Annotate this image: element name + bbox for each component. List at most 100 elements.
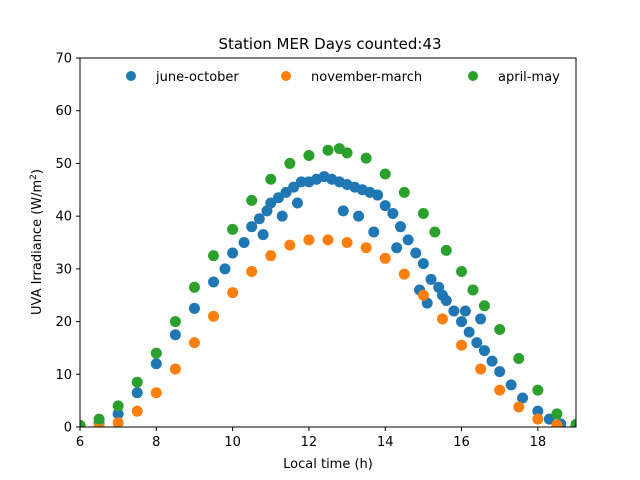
point-november-march — [417, 289, 429, 301]
point-june-october — [494, 366, 506, 378]
point-april-may — [208, 250, 220, 262]
series-april-may — [80, 143, 576, 427]
point-april-may — [322, 144, 334, 156]
legend-label: april-may — [498, 70, 560, 85]
y-tick-label: 50 — [55, 157, 72, 172]
point-november-march — [398, 268, 410, 280]
point-november-march — [360, 242, 372, 254]
point-november-march — [131, 405, 143, 417]
point-april-may — [227, 223, 239, 235]
point-june-october — [169, 329, 181, 341]
point-november-march — [532, 413, 544, 425]
legend: june-october november-march april-may — [126, 70, 560, 85]
point-april-may — [551, 408, 563, 420]
legend-label: november-march — [311, 70, 422, 85]
point-june-october — [417, 258, 429, 270]
plot-area — [80, 143, 576, 427]
x-axis-label: Local time (h) — [283, 457, 373, 472]
point-april-may — [456, 265, 468, 277]
point-june-october — [150, 358, 162, 370]
plot-frame — [79, 57, 577, 428]
point-june-october — [456, 316, 468, 328]
point-june-october — [291, 197, 303, 209]
point-november-march — [341, 237, 353, 248]
x-tick-label: 16 — [453, 435, 470, 450]
x-tick-label: 14 — [377, 435, 394, 450]
point-april-may — [532, 384, 544, 396]
point-june-october — [425, 273, 437, 285]
point-june-october — [131, 387, 143, 399]
point-june-october — [368, 226, 380, 238]
point-june-october — [337, 205, 349, 217]
point-april-may — [169, 316, 181, 328]
y-tick-label: 20 — [55, 315, 72, 330]
point-november-march — [379, 252, 391, 264]
ticks: 6 8 10 12 14 16 18 0 10 20 30 40 50 60 70 — [55, 52, 546, 451]
x-tick-label: 8 — [152, 435, 160, 450]
point-november-march — [456, 339, 468, 351]
point-june-october — [505, 379, 517, 391]
legend-item-june-october: june-october — [126, 70, 239, 85]
legend-marker — [126, 71, 136, 81]
x-tick-label: 18 — [530, 435, 547, 450]
point-april-may — [360, 152, 372, 164]
point-june-october — [188, 302, 200, 314]
point-april-may — [246, 194, 258, 206]
y-tick-label: 0 — [64, 421, 72, 436]
point-november-march — [246, 265, 258, 277]
chart-title: Station MER Days counted:43 — [218, 35, 441, 53]
point-april-may — [93, 413, 105, 425]
point-november-march — [494, 384, 506, 396]
y-axis-label-main: UVA Irradiance (W/m — [30, 180, 45, 315]
point-november-march — [112, 417, 124, 427]
point-april-may — [150, 347, 162, 359]
point-june-october — [372, 189, 384, 201]
point-april-may — [303, 150, 315, 162]
point-april-may — [417, 208, 429, 220]
point-june-october — [219, 263, 231, 275]
point-april-may — [284, 157, 296, 169]
y-axis-label-superscript: 2 — [29, 174, 39, 180]
point-june-october — [410, 247, 422, 259]
x-tick-label: 12 — [301, 435, 318, 450]
point-november-march — [475, 363, 487, 375]
point-june-october — [532, 405, 544, 417]
point-june-october — [276, 210, 288, 222]
point-november-march — [208, 310, 220, 322]
point-november-march — [227, 287, 239, 299]
point-june-october — [459, 305, 471, 317]
point-november-march — [303, 234, 315, 246]
legend-item-november-march: november-march — [281, 70, 422, 85]
point-april-may — [341, 147, 353, 159]
point-june-october — [295, 176, 307, 188]
y-tick-label: 40 — [55, 210, 72, 225]
legend-marker — [281, 71, 291, 81]
y-axis-label-close: ) — [30, 169, 45, 174]
point-june-october — [436, 289, 448, 301]
point-april-may — [80, 419, 86, 427]
point-april-may — [131, 376, 143, 388]
point-june-october — [246, 221, 258, 233]
legend-marker — [468, 71, 478, 81]
point-april-may — [398, 186, 410, 198]
point-june-october — [387, 208, 399, 220]
point-april-may — [112, 400, 124, 412]
point-april-may — [440, 244, 452, 256]
point-november-march — [551, 419, 563, 427]
point-april-may — [494, 323, 506, 335]
point-june-october — [517, 392, 529, 404]
point-june-october — [471, 337, 483, 349]
point-november-march — [284, 239, 296, 251]
point-april-may — [570, 418, 576, 427]
y-tick-label: 30 — [55, 262, 72, 277]
point-june-october — [227, 247, 239, 259]
point-june-october — [486, 355, 498, 367]
y-axis-label: UVA Irradiance (W/m2) — [29, 169, 45, 315]
point-november-march — [265, 250, 277, 262]
point-april-may — [467, 284, 479, 296]
point-april-may — [188, 281, 200, 293]
point-november-march — [169, 363, 181, 375]
point-april-may — [379, 168, 391, 180]
point-april-may — [429, 226, 441, 238]
point-june-october — [253, 213, 265, 225]
